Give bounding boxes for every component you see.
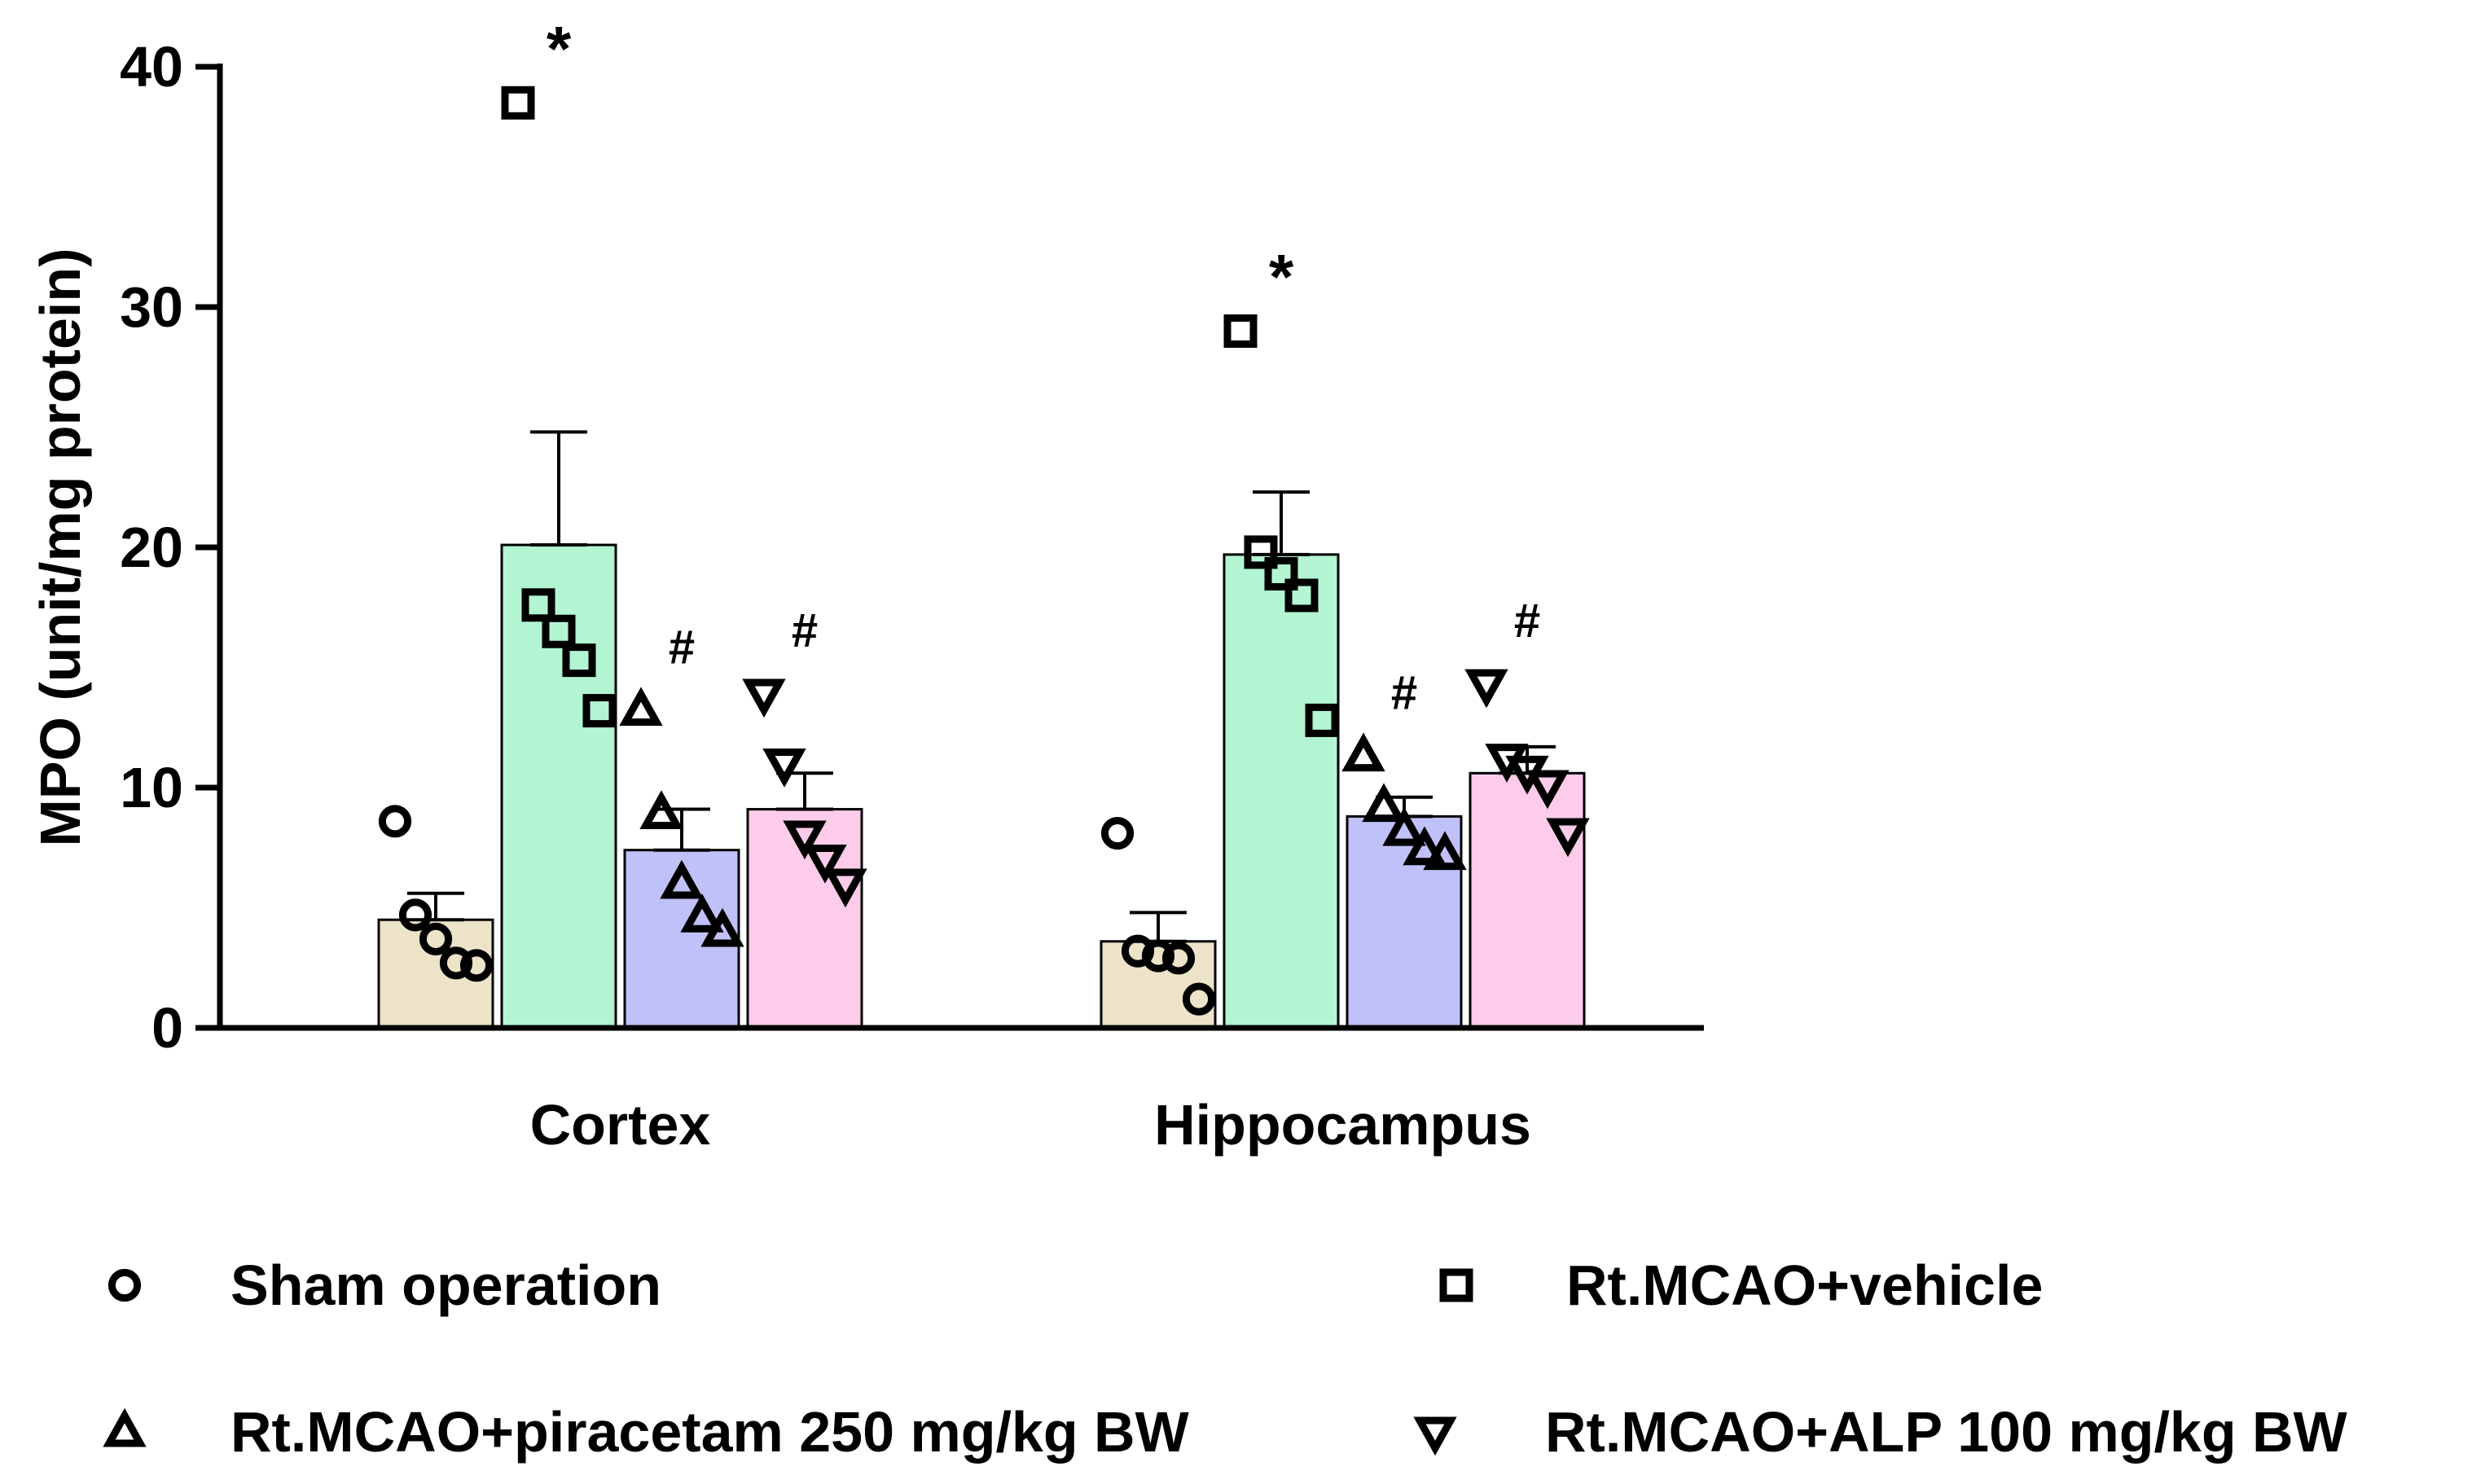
data-point-0-0-1 [398,898,432,932]
data-point-0-1-2 [542,614,576,648]
data-point-0-0-4 [459,949,494,982]
data-points-layer [378,86,1590,1016]
bar-1-2 [1346,814,1463,1030]
bar-0-3 [746,808,863,1030]
y-tick-label-40: 40 [120,35,183,99]
legend-label-0: Sham operation [230,1253,661,1317]
data-point-1-0-4 [1182,982,1216,1016]
data-point-1-1-3 [1284,578,1319,612]
data-point-0-0-0 [378,805,412,838]
data-point-0-3-3 [803,845,847,884]
data-point-0-2-0 [619,687,663,727]
data-point-0-1-4 [582,694,617,728]
data-point-0-0-3 [439,946,473,980]
data-point-0-3-1 [762,749,806,788]
x-tick-label-cortex: Cortex [530,1093,711,1157]
y-axis-title: MPO (unit/mg protein) [29,248,92,847]
y-tick-label-10: 10 [120,756,183,819]
legend-label-3: Rt.MCAO+ALP 100 mg/kg BW [1545,1400,2347,1464]
data-point-1-3-0 [1464,669,1508,709]
data-point-0-0-2 [419,922,453,955]
data-point-0-3-0 [742,678,786,718]
data-point-1-1-1 [1244,535,1278,569]
data-point-1-2-2 [1382,806,1426,846]
data-point-0-3-4 [823,868,867,908]
bar-1-1 [1223,553,1340,1030]
data-point-1-2-1 [1362,783,1406,823]
significance-mark-1-1: * [1269,241,1294,313]
significance-annotations-layer: * # # * # # [547,12,1540,719]
legend-marker-square [1439,1268,1473,1302]
legend: Sham operation Rt.MCAO+vehicle Rt.MCAO+pir… [103,1253,2347,1464]
data-point-1-0-3 [1161,942,1196,975]
bar-1-3 [1469,771,1586,1030]
legend-label-2: Rt.MCAO+piracetam 250 mg/kg BW [230,1400,1189,1464]
bar-0-0 [377,918,494,1030]
significance-mark-0-2: # [669,621,695,674]
bar-0-1 [500,543,617,1030]
legend-marker-triangle-down [1413,1416,1457,1456]
significance-mark-1-2: # [1391,667,1417,720]
data-point-1-0-0 [1100,816,1135,850]
axes-layer: Cortex Hippocampus 0 10 20 30 40 MPO (unit/mg p… [29,35,1704,1157]
data-point-0-1-3 [562,643,596,678]
data-point-0-2-4 [700,907,744,947]
data-point-1-1-0 [1223,314,1258,348]
data-point-1-1-4 [1305,703,1339,737]
data-point-1-3-4 [1546,818,1590,858]
bar-0-2 [623,849,740,1030]
data-point-1-3-3 [1526,770,1570,810]
bars-layer [377,543,1586,1030]
data-point-1-0-1 [1121,934,1155,968]
y-tick-label-30: 30 [120,275,183,339]
data-point-1-2-3 [1403,826,1447,866]
significance-mark-0-3: # [792,604,818,657]
data-point-0-2-3 [680,893,724,933]
legend-label-1: Rt.MCAO+vehicle [1566,1253,2043,1317]
data-point-1-2-0 [1341,732,1385,772]
data-point-1-2-4 [1423,831,1467,871]
data-point-0-1-1 [521,588,555,622]
data-point-1-1-2 [1264,556,1298,591]
data-point-0-2-1 [639,790,683,829]
data-point-0-3-2 [783,820,827,860]
data-point-0-2-2 [660,859,704,899]
y-tick-label-0: 0 [151,996,183,1060]
data-point-0-1-0 [501,86,535,120]
legend-marker-triangle-up [103,1407,147,1447]
x-tick-label-hippocampus: Hippocampus [1154,1093,1531,1157]
legend-marker-circle [108,1268,142,1302]
significance-mark-0-1: * [547,12,572,84]
significance-mark-1-3: # [1514,595,1540,648]
y-tick-label-20: 20 [120,516,183,579]
data-point-1-0-2 [1141,939,1175,973]
